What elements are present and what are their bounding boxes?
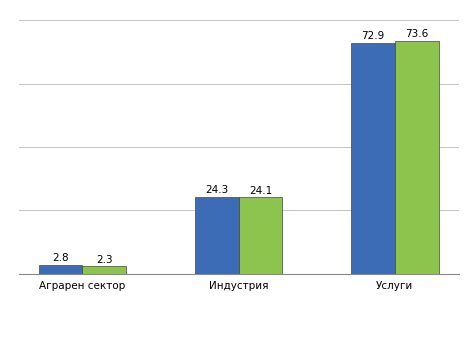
Text: 24.3: 24.3 [205,185,228,195]
Bar [195,197,239,274]
Text: 72.9: 72.9 [361,31,385,41]
Bar [39,265,82,274]
Text: 24.1: 24.1 [249,186,272,196]
Text: 2.3: 2.3 [96,254,113,265]
Bar [239,198,282,274]
Text: 73.6: 73.6 [405,29,428,39]
Bar [351,43,395,274]
Bar [82,266,126,274]
Text: 2.8: 2.8 [52,253,69,263]
Bar [395,41,439,274]
